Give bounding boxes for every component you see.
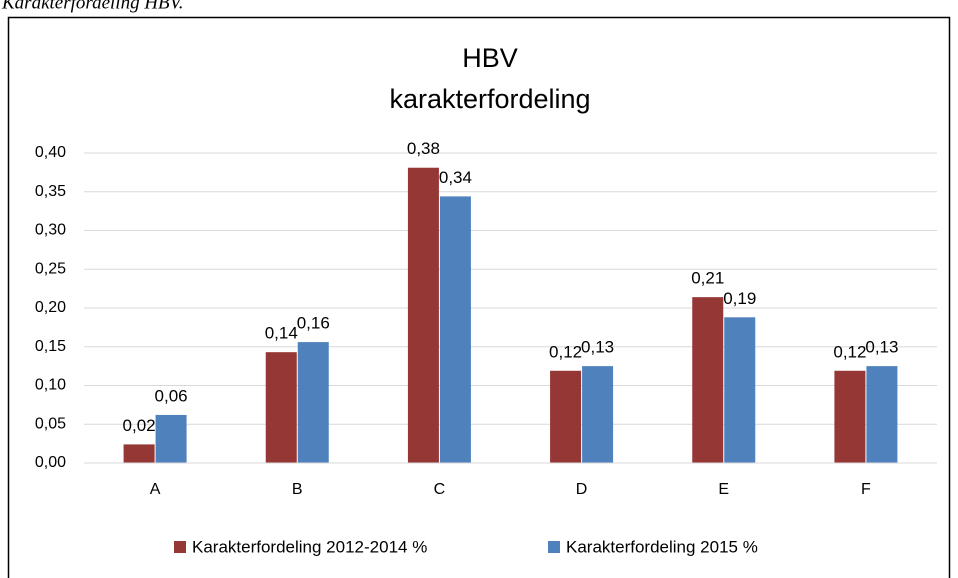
x-tick-label: D [576, 481, 588, 498]
bar [265, 352, 297, 463]
data-label: 0,13 [865, 338, 898, 357]
legend-label: Karakterfordeling 2015 % [566, 537, 758, 556]
bar [724, 317, 756, 463]
y-tick-label: 0,30 [35, 222, 66, 239]
x-tick-label: F [861, 481, 871, 498]
bar [692, 297, 724, 463]
data-label: 0,12 [549, 342, 582, 361]
chart-border [7, 16, 951, 578]
y-tick-label: 0,00 [35, 454, 66, 471]
data-label: 0,38 [407, 139, 440, 158]
y-tick-label: 0,05 [35, 415, 66, 432]
data-label: 0,19 [723, 289, 756, 308]
data-label: 0,13 [581, 338, 614, 357]
data-label: 0,34 [439, 168, 472, 187]
x-tick-label: A [150, 481, 161, 498]
bar [866, 366, 898, 463]
legend-swatch [548, 541, 560, 553]
legend-swatch [174, 541, 186, 553]
chart-title: karakterfordeling [389, 84, 590, 114]
bar [834, 370, 866, 463]
x-tick-label: C [434, 481, 446, 498]
legend-label: Karakterfordeling 2012-2014 % [192, 537, 427, 556]
data-label: 0,14 [265, 324, 298, 343]
data-label: 0,12 [833, 342, 866, 361]
data-label: 0,02 [123, 416, 156, 435]
bar [407, 167, 439, 463]
data-label: 0,16 [297, 314, 330, 333]
y-tick-label: 0,10 [35, 377, 66, 394]
x-tick-label: E [718, 481, 729, 498]
data-label: 0,06 [155, 386, 188, 405]
y-tick-label: 0,40 [35, 144, 66, 161]
caption: Karakterfordeling HBV. [1, 0, 184, 13]
y-tick-label: 0,20 [35, 299, 66, 316]
y-tick-label: 0,35 [35, 183, 66, 200]
bar [155, 414, 187, 463]
x-tick-label: B [292, 481, 303, 498]
bar [123, 444, 155, 463]
bar [550, 370, 582, 463]
chart-title: HBV [462, 43, 518, 73]
bar [439, 196, 471, 463]
bar [582, 366, 614, 463]
y-tick-label: 0,25 [35, 260, 66, 277]
data-label: 0,21 [691, 269, 724, 288]
bar [297, 342, 329, 463]
y-tick-label: 0,15 [35, 338, 66, 355]
